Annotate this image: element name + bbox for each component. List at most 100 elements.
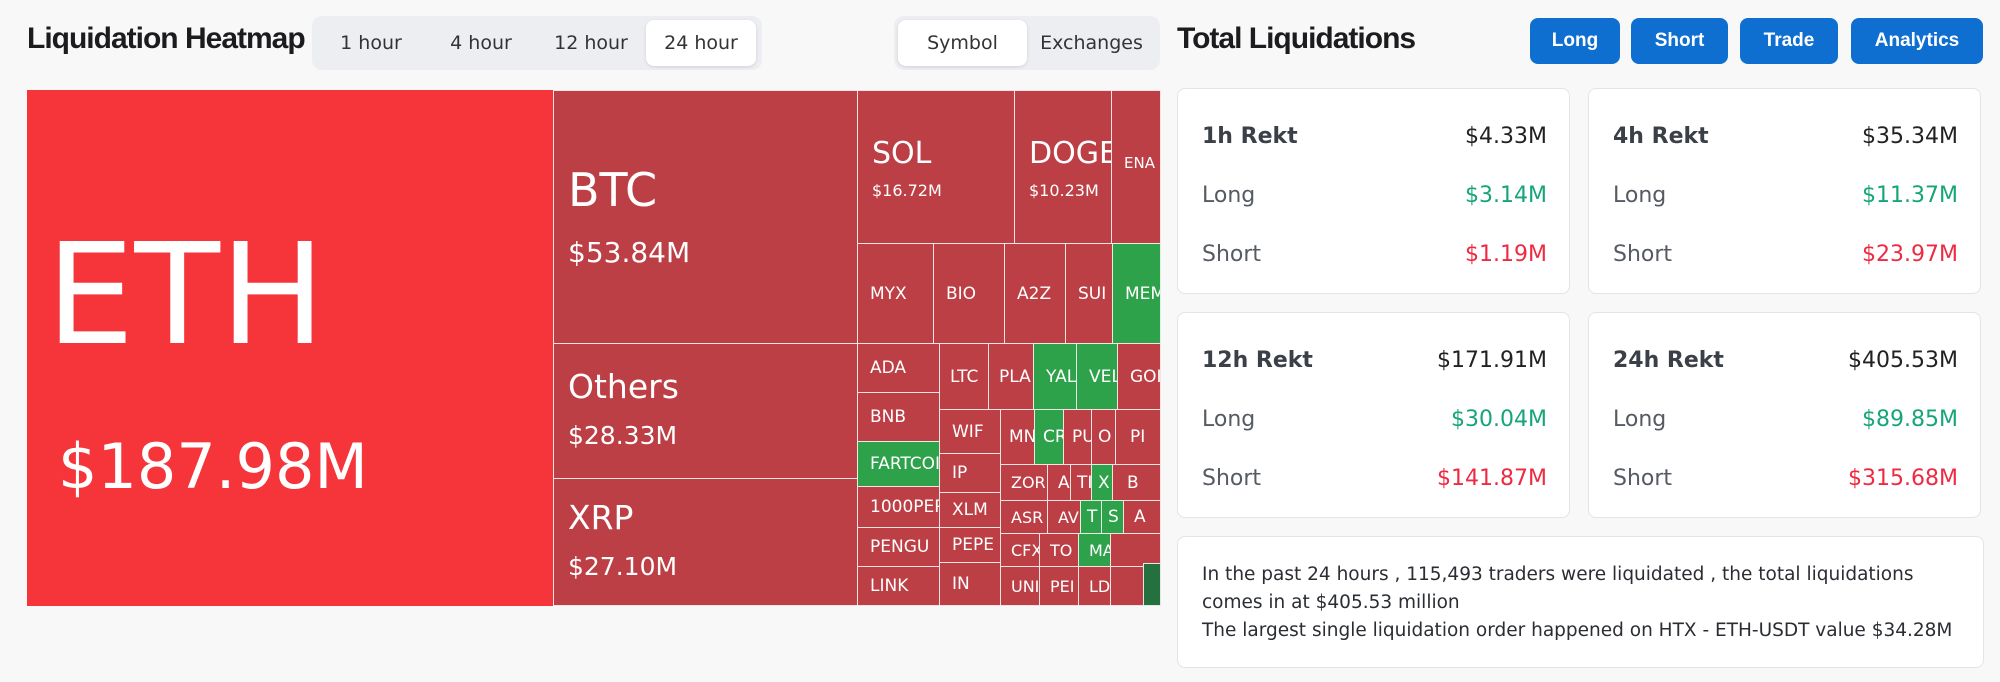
short-label: Short <box>1202 466 1262 491</box>
heatmap-tile-zor[interactable]: ZOR <box>1000 464 1048 501</box>
heatmap-tile-pi[interactable]: PI <box>1115 409 1161 465</box>
heatmap-tile-to[interactable]: TO <box>1039 533 1079 567</box>
tile-symbol: PI <box>1130 427 1146 447</box>
heatmap-tile-myx[interactable]: MYX <box>857 243 934 344</box>
rekt-total: $405.53M <box>1848 348 1958 373</box>
heatmap-tile-xlm[interactable]: XLM <box>939 492 1001 528</box>
tile-symbol: A2Z <box>1017 283 1052 304</box>
heatmap-tile-asr[interactable]: ASR <box>1000 500 1048 534</box>
short-button[interactable]: Short <box>1631 18 1728 64</box>
tile-symbol: T <box>1087 507 1098 527</box>
tile-value: $10.23M <box>1029 181 1099 200</box>
heatmap-tile-xrp[interactable]: XRP $27.10M <box>553 478 858 606</box>
heatmap-tile-sui[interactable]: SUI <box>1065 243 1113 344</box>
heatmap-tile-uni[interactable]: UNI <box>1000 566 1040 606</box>
heatmap-tile-t[interactable]: T <box>1080 500 1102 534</box>
heatmap-tile-1000pepe[interactable]: 1000PEP <box>857 486 940 528</box>
tile-symbol: DOGE <box>1029 136 1112 171</box>
heatmap-tile-av[interactable]: AV <box>1047 500 1081 534</box>
tile-value: $53.84M <box>568 236 691 269</box>
heatmap-tile-link[interactable]: LINK <box>857 566 940 606</box>
heatmap-tile-red-small[interactable] <box>1110 533 1161 567</box>
heatmap-tile-ltc[interactable]: LTC <box>939 343 989 410</box>
heatmap-tile-pla[interactable]: PLA <box>988 343 1034 410</box>
heatmap-tile-x[interactable]: X <box>1091 464 1113 501</box>
heatmap-tile-doge[interactable]: DOGE $10.23M <box>1014 90 1112 244</box>
summary-largest-order: The largest single liquidation order hap… <box>1202 620 1953 641</box>
tile-symbol: MYX <box>870 283 907 304</box>
rekt-card-24h: 24h Rekt $405.53M Long $89.85M Short $315.6… <box>1588 312 1981 518</box>
heatmap-tile-pu[interactable]: PU <box>1063 409 1092 465</box>
heatmap-tile-pepe[interactable]: PEPE <box>939 527 1001 563</box>
tile-value: $28.33M <box>568 421 678 450</box>
tile-symbol: IN <box>952 574 970 594</box>
heatmap-tile-ti[interactable]: TI <box>1070 464 1092 501</box>
tile-symbol: ENA <box>1124 154 1155 172</box>
rekt-title: 12h Rekt <box>1202 348 1313 373</box>
heatmap-tile-bio[interactable]: BIO <box>933 243 1005 344</box>
heatmap-tile-ma[interactable]: MA <box>1078 533 1111 567</box>
tile-symbol: ADA <box>870 358 907 378</box>
heatmap-tile-s[interactable]: S <box>1101 500 1124 534</box>
tab-24-hour[interactable]: 24 hour <box>646 20 756 66</box>
rekt-card-1h: 1h Rekt $4.33M Long $3.14M Short $1.19M <box>1177 88 1570 294</box>
heatmap-tile-eth[interactable]: ETH $187.98M <box>27 90 554 606</box>
tile-symbol: XRP <box>568 498 634 537</box>
short-label: Short <box>1613 242 1673 267</box>
heatmap-tile-fartcoin[interactable]: FARTCOI <box>857 441 940 487</box>
heatmap-tile-in[interactable]: IN <box>939 562 1001 606</box>
heatmap-tile-o[interactable]: O <box>1091 409 1116 465</box>
heatmap-tile-ena[interactable]: ENA <box>1111 90 1161 244</box>
tab-4-hour[interactable]: 4 hour <box>450 32 512 54</box>
heatmap-tile-bnb[interactable]: BNB <box>857 392 940 442</box>
heatmap-tile-mem[interactable]: MEM <box>1112 243 1161 344</box>
long-label: Long <box>1613 407 1667 432</box>
long-value: $30.04M <box>1451 407 1547 432</box>
rekt-title: 4h Rekt <box>1613 124 1709 149</box>
short-label: Short <box>1613 466 1673 491</box>
heatmap-tile-cr[interactable]: CR <box>1034 409 1064 465</box>
heatmap-tile-pengu[interactable]: PENGU <box>857 527 940 567</box>
heatmap-tile-wif[interactable]: WIF <box>939 409 1001 454</box>
tile-value: $27.10M <box>568 552 678 581</box>
short-label: Short <box>1202 242 1262 267</box>
heatmap-tile-ld[interactable]: LD <box>1078 566 1111 606</box>
tile-symbol: PEPE <box>952 535 994 555</box>
tab-1-hour[interactable]: 1 hour <box>340 32 402 54</box>
heatmap-tile-pei[interactable]: PEI <box>1039 566 1079 606</box>
heatmap-tile-cfx[interactable]: CFX <box>1000 533 1040 567</box>
heatmap-tile-vel[interactable]: VEL <box>1076 343 1118 410</box>
long-button[interactable]: Long <box>1530 18 1620 64</box>
tile-symbol: BTC <box>568 163 658 217</box>
heatmap-tile-mn[interactable]: MN <box>1000 409 1035 465</box>
heatmap-tile-a-2[interactable]: A <box>1123 500 1161 534</box>
heatmap-tile-others[interactable]: Others $28.33M <box>553 343 858 479</box>
tab-symbol[interactable]: Symbol <box>898 20 1027 66</box>
tab-12-hour[interactable]: 12 hour <box>554 32 628 54</box>
tile-symbol: A <box>1058 472 1070 493</box>
heatmap-tile-b[interactable]: B <box>1112 464 1161 501</box>
heatmap-tile-ip[interactable]: IP <box>939 453 1001 493</box>
long-label: Long <box>1202 407 1256 432</box>
tile-symbol: PENGU <box>870 537 930 557</box>
rekt-card-12h: 12h Rekt $171.91M Long $30.04M Short $141.8… <box>1177 312 1570 518</box>
heatmap-tile-a[interactable]: A <box>1047 464 1071 501</box>
long-value: $3.14M <box>1465 183 1547 208</box>
analytics-button[interactable]: Analytics <box>1851 18 1983 64</box>
heatmap-tile-btc[interactable]: BTC $53.84M <box>553 90 858 344</box>
trade-button[interactable]: Trade <box>1740 18 1838 64</box>
short-value: $315.68M <box>1848 466 1958 491</box>
heatmap-tile-goi[interactable]: GOI <box>1117 343 1161 410</box>
heatmap-tile-a2z[interactable]: A2Z <box>1004 243 1066 344</box>
tile-symbol: X <box>1098 472 1110 493</box>
heatmap-tile-green-small[interactable] <box>1143 563 1161 606</box>
tile-value: $187.98M <box>58 430 368 503</box>
tab-exchanges[interactable]: Exchanges <box>1040 32 1143 54</box>
heatmap-tile-sol[interactable]: SOL $16.72M <box>857 90 1015 244</box>
heatmap-tile-ada[interactable]: ADA <box>857 343 940 393</box>
tile-symbol: FARTCOI <box>870 454 940 474</box>
long-value: $11.37M <box>1862 183 1958 208</box>
total-liquidations-title: Total Liquidations <box>1177 22 1416 55</box>
heatmap-tile-yal[interactable]: YAL <box>1033 343 1077 410</box>
